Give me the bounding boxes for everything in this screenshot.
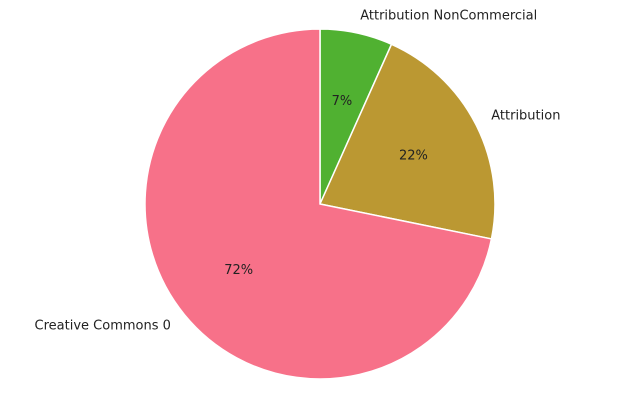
pie-labels: Attribution NonCommercial 7% Attribution 22… (35, 8, 561, 333)
slice-percent-0: 7% (332, 94, 353, 109)
slice-percent-2: 72% (224, 263, 253, 278)
slice-label-1: Attribution (491, 109, 560, 124)
slice-label-0: Attribution NonCommercial (360, 8, 537, 23)
pie-slice-2 (144, 28, 493, 380)
slice-label-2: Creative Commons 0 (35, 318, 171, 333)
slice-percent-1: 22% (399, 149, 428, 164)
pie-slices (144, 28, 496, 380)
pie-slice-1 (318, 43, 496, 240)
